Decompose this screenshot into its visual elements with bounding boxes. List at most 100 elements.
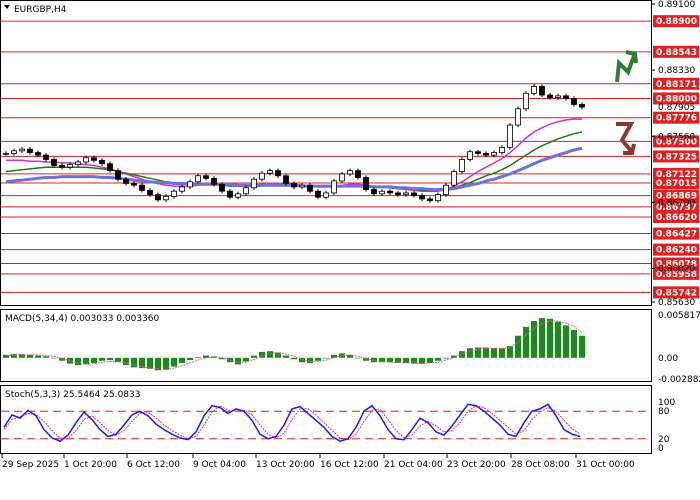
level-label-box — [653, 177, 699, 190]
candle-body — [147, 189, 153, 196]
candle-body — [59, 165, 65, 168]
candle-body — [371, 189, 377, 195]
candle-body — [539, 86, 545, 96]
macd-bar — [283, 355, 289, 358]
macd-bar — [355, 357, 361, 359]
price-tick-label: 0.85630 — [658, 298, 695, 308]
macd-bar — [403, 357, 409, 363]
macd-bar — [555, 321, 561, 358]
time-tick-label: 9 Oct 04:00 — [193, 460, 246, 470]
macd-bar — [139, 357, 145, 369]
level-label: 0.88171 — [656, 80, 697, 90]
candle-body — [467, 151, 473, 160]
candle-body — [355, 170, 361, 178]
macd-bar — [563, 325, 569, 358]
candle-body — [579, 104, 585, 108]
time-tick-label: 29 Sep 2025 — [2, 460, 59, 470]
candle-body — [443, 184, 449, 196]
stoch-signal-line — [3, 405, 581, 441]
macd-bar — [307, 357, 313, 363]
candle-body — [35, 152, 41, 156]
macd-bar — [3, 354, 9, 358]
level-label-box — [653, 286, 699, 299]
level-label-box — [653, 150, 699, 163]
level-label: 0.86620 — [656, 213, 697, 223]
macd-panel-frame — [0, 309, 652, 382]
candle-body — [363, 177, 369, 190]
macd-bar — [163, 357, 169, 370]
macd-bar — [251, 355, 257, 358]
price-tick-label: 0.87560 — [658, 132, 695, 142]
price-series — [3, 84, 585, 203]
macd-bar — [171, 357, 177, 367]
level-label: 0.88543 — [656, 48, 697, 58]
macd-bar — [507, 346, 513, 358]
level-label-box — [653, 167, 699, 180]
level-label: 0.86240 — [656, 246, 697, 256]
candle-body — [211, 177, 217, 185]
candle-body — [291, 183, 297, 188]
candle-body — [187, 181, 193, 188]
level-label-box — [653, 189, 699, 202]
time-tick-label: 31 Oct 00:00 — [576, 460, 635, 470]
macd-bar — [75, 357, 81, 366]
candle-body — [531, 86, 537, 94]
level-label-box — [653, 257, 699, 270]
level-label: 0.85958 — [656, 270, 697, 280]
macd-bar — [427, 357, 433, 363]
candle-body — [155, 194, 161, 201]
candle-body — [43, 154, 49, 160]
macd-bar — [443, 357, 449, 359]
macd-bar — [523, 326, 529, 358]
macd-bar — [539, 318, 545, 358]
macd-bar — [235, 357, 241, 365]
macd-bar — [51, 357, 57, 359]
macd-bar — [19, 354, 25, 358]
candle-body — [171, 190, 177, 197]
macd-bar — [91, 357, 97, 363]
price-tick-label: 0.88330 — [658, 66, 695, 76]
symbol-dropdown-icon[interactable] — [4, 5, 10, 9]
time-tick-label: 6 Oct 12:00 — [127, 460, 180, 470]
candle-body — [251, 178, 257, 189]
candle-body — [491, 152, 497, 156]
stoch-tick-label: 20 — [658, 435, 670, 445]
candle-body — [571, 98, 577, 105]
candle-body — [19, 148, 25, 152]
candle-body — [451, 171, 457, 186]
candle-body — [315, 190, 321, 198]
candle-body — [259, 172, 265, 180]
candle-body — [499, 147, 505, 153]
candle-body — [203, 175, 209, 179]
level-label: 0.86737 — [656, 203, 697, 213]
macd-bar — [99, 357, 105, 361]
level-label-box — [653, 210, 699, 223]
candle-body — [403, 192, 409, 196]
stoch-main-line — [3, 403, 581, 442]
candle-body — [75, 161, 81, 165]
candle-body — [67, 164, 73, 168]
price-tick-label: 0.86020 — [658, 265, 695, 275]
level-label-box — [653, 45, 699, 58]
current-price-label: 0.87905 — [658, 103, 695, 113]
macd-tick-label: -0.002882 — [658, 375, 700, 385]
macd-bar — [339, 353, 345, 358]
level-label: 0.87015 — [656, 179, 697, 189]
macd-bar — [467, 348, 473, 358]
time-tick-label: 28 Oct 08:00 — [511, 460, 570, 470]
macd-bar — [43, 356, 49, 358]
macd-bar — [331, 354, 337, 358]
macd-bar — [203, 355, 209, 358]
level-label: 0.86078 — [656, 260, 697, 270]
macd-bar — [395, 357, 401, 363]
macd-bar — [483, 347, 489, 358]
stoch-tick-label: 80 — [658, 407, 670, 417]
macd-bar — [147, 357, 153, 369]
macd-bar — [451, 355, 457, 358]
candle-body — [563, 95, 569, 99]
price-axis: 0.89100 0.88330 0.87560 0.86790 0.86020 0.856… — [651, 0, 695, 308]
direction-arrows — [615, 50, 638, 155]
candle-body — [427, 198, 433, 202]
candle-body — [307, 184, 313, 192]
